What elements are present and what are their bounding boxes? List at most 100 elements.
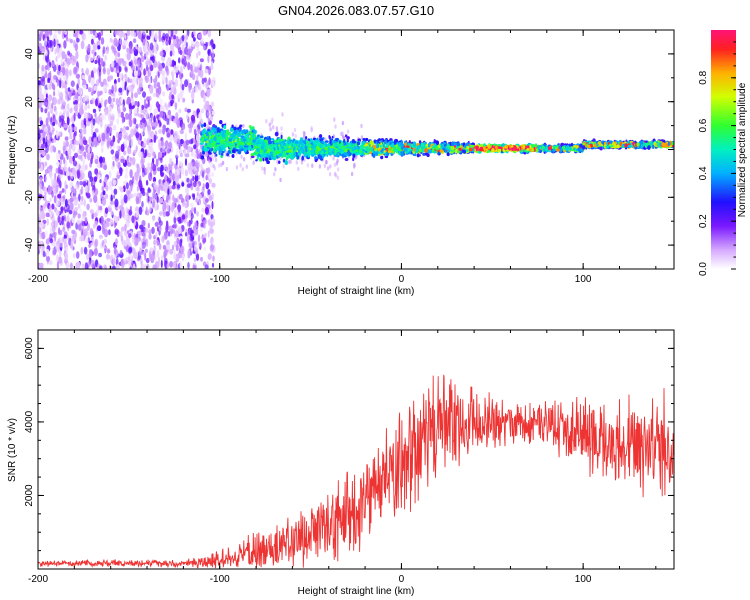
- noise-cell: [123, 214, 129, 221]
- noise-cell: [160, 30, 163, 33]
- noise-cell: [108, 137, 112, 143]
- noise-cell: [64, 256, 67, 263]
- noise-cell: [187, 146, 192, 152]
- noise-cell: [51, 61, 55, 68]
- noise-cell: [98, 234, 103, 239]
- noise-cell: [62, 144, 66, 154]
- noise-cell: [173, 209, 177, 218]
- noise-cell: [69, 244, 74, 249]
- noise-cell: [82, 84, 87, 90]
- noise-cell: [76, 261, 81, 269]
- noise-cell: [192, 264, 197, 269]
- noise-cell: [360, 135, 364, 140]
- noise-cell: [40, 211, 46, 220]
- noise-cell: [176, 184, 181, 189]
- noise-cell: [323, 163, 326, 169]
- noise-cell: [74, 93, 79, 99]
- noise-cell: [145, 257, 150, 264]
- noise-cell: [74, 207, 79, 212]
- noise-cell: [94, 31, 98, 37]
- noise-cell: [179, 92, 183, 100]
- noise-cell: [191, 138, 194, 145]
- noise-cell: [116, 145, 119, 151]
- noise-cell: [174, 78, 179, 87]
- noise-cell: [133, 46, 137, 53]
- noise-cell: [205, 182, 210, 190]
- noise-cell: [81, 195, 84, 202]
- noise-cell: [146, 35, 151, 40]
- noise-cell: [195, 42, 200, 48]
- figure-title: GN04.2026.083.07.57.G10: [278, 3, 434, 18]
- noise-cell: [196, 192, 199, 197]
- noise-cell: [198, 193, 202, 200]
- noise-cell: [173, 60, 177, 66]
- noise-cell: [135, 211, 139, 219]
- noise-cell: [205, 81, 208, 89]
- noise-cell: [190, 202, 194, 208]
- noise-cell: [67, 87, 71, 92]
- noise-cell: [151, 253, 155, 263]
- noise-cell: [54, 232, 57, 242]
- noise-cell: [87, 231, 90, 237]
- noise-cell: [75, 73, 81, 79]
- noise-cell: [241, 167, 244, 172]
- signal-cell: [253, 143, 258, 147]
- noise-cell: [170, 99, 175, 104]
- noise-cell: [162, 35, 165, 41]
- noise-cell: [126, 230, 130, 235]
- noise-cell: [40, 76, 45, 82]
- noise-cell: [100, 57, 104, 66]
- noise-cell: [195, 253, 200, 261]
- noise-cell: [190, 114, 195, 122]
- noise-cell: [147, 222, 150, 229]
- noise-cell: [176, 138, 181, 147]
- noise-cell: [116, 117, 120, 125]
- noise-cell: [157, 167, 161, 172]
- noise-cell: [107, 106, 113, 113]
- noise-cell: [101, 197, 107, 206]
- noise-cell: [41, 47, 45, 53]
- noise-cell: [46, 255, 50, 262]
- noise-cell: [151, 226, 155, 235]
- noise-cell: [82, 180, 87, 187]
- noise-cell: [360, 123, 363, 129]
- noise-cell: [265, 119, 268, 124]
- noise-cell: [46, 153, 50, 161]
- noise-cell: [104, 109, 108, 116]
- noise-cell: [128, 133, 132, 141]
- noise-cell: [186, 183, 192, 188]
- noise-cell: [85, 236, 89, 244]
- noise-cell: [58, 115, 62, 123]
- noise-cell: [141, 200, 144, 208]
- noise-cell: [56, 260, 60, 269]
- noise-cell: [126, 47, 130, 53]
- noise-cell: [48, 205, 52, 213]
- noise-cell: [133, 149, 137, 155]
- noise-cell: [158, 220, 163, 227]
- noise-cell: [49, 238, 54, 244]
- noise-cell: [69, 108, 73, 114]
- noise-cell: [55, 130, 59, 139]
- noise-cell: [74, 99, 78, 105]
- signal-cell: [242, 129, 246, 134]
- noise-cell: [167, 188, 170, 196]
- noise-cell: [197, 33, 202, 39]
- noise-cell: [175, 42, 180, 49]
- noise-cell: [81, 265, 84, 269]
- noise-cell: [106, 141, 110, 150]
- noise-cell: [63, 140, 67, 146]
- noise-cell: [149, 196, 153, 202]
- noise-cell: [193, 207, 197, 215]
- noise-cell: [76, 37, 80, 43]
- noise-cell: [84, 216, 88, 224]
- noise-cell: [178, 108, 182, 114]
- noise-cell: [194, 67, 199, 73]
- noise-cell: [168, 94, 172, 101]
- noise-cell: [95, 79, 100, 86]
- noise-cell: [164, 102, 167, 108]
- noise-cell: [171, 244, 175, 251]
- noise-cell: [120, 260, 125, 269]
- noise-cell: [133, 56, 136, 61]
- noise-cell: [201, 37, 204, 44]
- noise-cell: [187, 61, 191, 71]
